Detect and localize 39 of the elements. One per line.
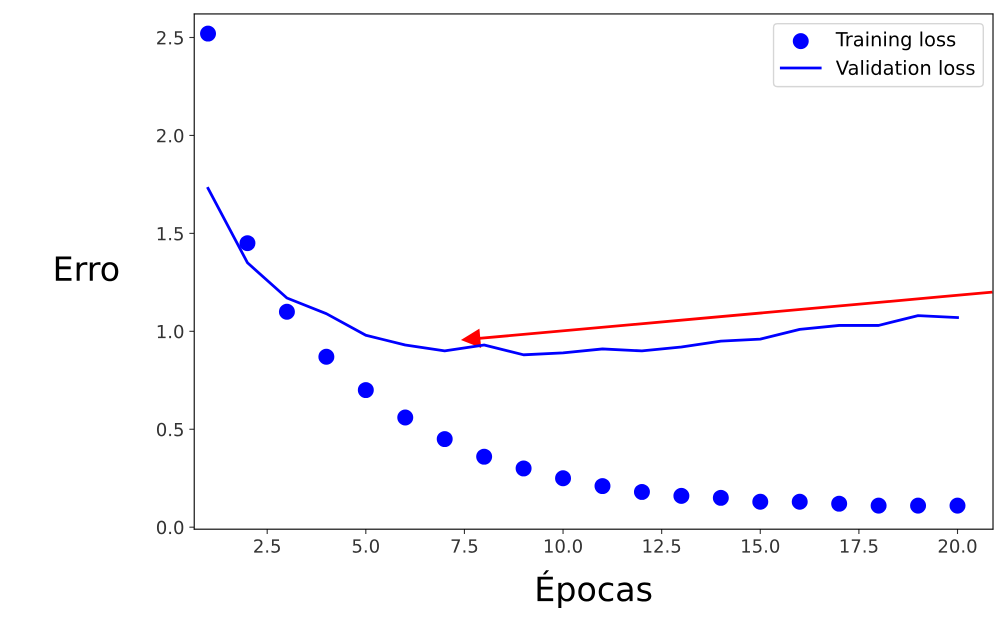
x-tick-label: 10.0 [544,539,582,553]
point [910,498,926,514]
point [950,498,966,514]
x-tick-label: 17.5 [840,539,878,553]
point [752,494,768,510]
point [397,410,414,426]
point [792,494,808,510]
point [516,460,532,476]
point [200,26,216,42]
x-axis-title: Épocas [538,570,652,608]
point [318,348,334,365]
x-tick-label: 15.0 [742,539,780,553]
point [358,382,374,398]
point [239,235,256,252]
point [555,470,572,486]
point [634,484,650,500]
x-tick-label: 5.0 [352,539,379,553]
x-tick-label: 7.5 [452,539,478,553]
point [436,431,453,448]
y-axis-title: Erro [56,256,118,282]
x-tick-label: 20.0 [938,539,976,553]
y-tick-label: 2.0 [157,128,184,143]
legend-label: Validation loss [836,60,975,76]
point [870,498,887,514]
legend-label: Training loss [836,31,956,50]
y-tick-label: 0.5 [156,422,183,436]
point [673,488,690,504]
x-tick-label: 2.5 [254,539,280,553]
y-tick-label: 2.5 [157,30,183,45]
y-tick-label: 0.0 [156,520,184,534]
line-series [206,186,959,356]
x-tick-label: 12.5 [644,539,680,553]
point [594,478,610,494]
point [712,490,729,506]
point [476,448,492,465]
point [278,304,295,320]
point [831,496,848,512]
y-tick-label: 1.5 [158,227,183,240]
y-tick-label: 1.0 [158,324,184,338]
